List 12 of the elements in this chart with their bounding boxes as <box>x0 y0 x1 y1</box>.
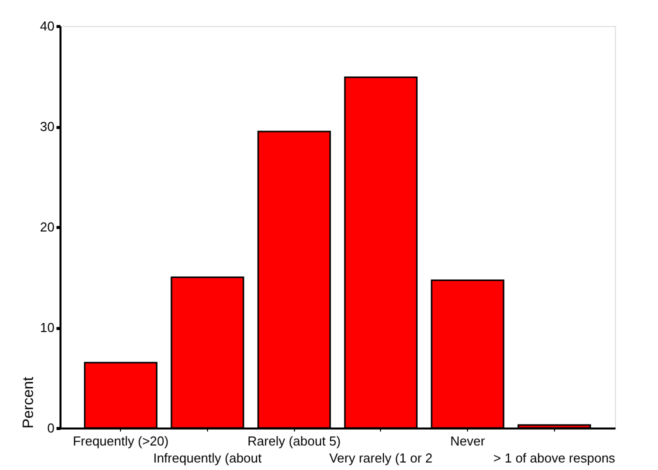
y-tick-label: 10 <box>40 320 54 335</box>
y-tick-label: 0 <box>47 420 54 436</box>
x-tick-label: Never <box>450 434 486 448</box>
x-tick-label: > 1 of above respons <box>493 450 616 466</box>
x-tick-label: Very rarely (1 or 2 <box>329 450 433 466</box>
y-tick-label: 20 <box>40 220 54 234</box>
x-tick-label: Frequently (>20) <box>72 434 169 448</box>
y-tick-label: 40 <box>40 18 54 34</box>
y-tick-label: 30 <box>40 119 54 134</box>
y-axis-title: Percent <box>20 376 38 428</box>
x-tick-label: Infrequently (about <box>153 450 262 466</box>
x-tick-label: Rarely (about 5) <box>248 434 341 448</box>
